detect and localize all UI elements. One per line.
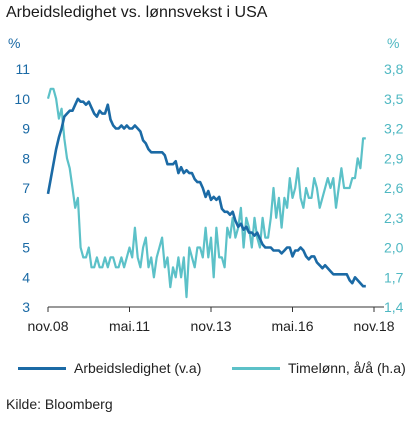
legend-item-wages: Timelønn, å/å (h.a) bbox=[232, 360, 406, 376]
left-tick-label: 7 bbox=[22, 180, 30, 196]
legend: Arbeidsledighet (v.a) Timelønn, å/å (h.a… bbox=[0, 360, 414, 384]
left-tick-label: 9 bbox=[22, 121, 30, 137]
left-tick-label: 10 bbox=[14, 91, 30, 107]
left-tick-label: 6 bbox=[22, 210, 30, 226]
x-tick-label: mai.11 bbox=[109, 318, 150, 334]
right-tick-label: 3,5 bbox=[384, 91, 404, 107]
right-tick-label: 3,2 bbox=[384, 121, 404, 137]
left-tick-label: 5 bbox=[22, 240, 30, 256]
legend-swatch-wages bbox=[232, 366, 280, 370]
right-tick-label: 2,9 bbox=[384, 150, 404, 166]
chart-svg: % % 3 4 5 6 7 8 9 10 11 1,4 1,7 2,0 2,3 2,6 2,9 3,2 3,5… bbox=[8, 35, 404, 334]
x-tick-label: nov.08 bbox=[28, 318, 69, 334]
left-tick-label: 8 bbox=[22, 150, 30, 166]
left-axis-unit: % bbox=[8, 35, 20, 51]
legend-label-unemployment: Arbeidsledighet (v.a) bbox=[74, 360, 202, 376]
x-tick-label: nov.18 bbox=[354, 318, 395, 334]
x-tick-label: mai.16 bbox=[271, 318, 313, 334]
left-tick-label: 4 bbox=[22, 269, 30, 285]
right-tick-label: 2,6 bbox=[384, 180, 404, 196]
right-axis-unit: % bbox=[387, 35, 399, 51]
right-tick-label: 2,3 bbox=[384, 210, 404, 226]
left-tick-label: 3 bbox=[22, 299, 30, 315]
series-line-unemployment bbox=[46, 97, 366, 288]
legend-swatch-unemployment bbox=[18, 366, 66, 370]
right-tick-label: 2,0 bbox=[384, 240, 404, 256]
right-tick-label: 1,4 bbox=[384, 299, 404, 315]
right-tick-label: 3,8 bbox=[384, 61, 404, 77]
right-tick-label: 1,7 bbox=[384, 269, 404, 285]
source-note: Kilde: Bloomberg bbox=[6, 396, 113, 412]
legend-item-unemployment: Arbeidsledighet (v.a) bbox=[18, 360, 201, 376]
x-tick-label: nov.13 bbox=[191, 318, 232, 334]
legend-label-wages: Timelønn, å/å (h.a) bbox=[288, 360, 406, 376]
chart-title: Arbeidsledighet vs. lønnsvekst i USA bbox=[6, 4, 268, 21]
left-tick-label: 11 bbox=[15, 61, 30, 77]
series-line-wages bbox=[46, 87, 366, 299]
